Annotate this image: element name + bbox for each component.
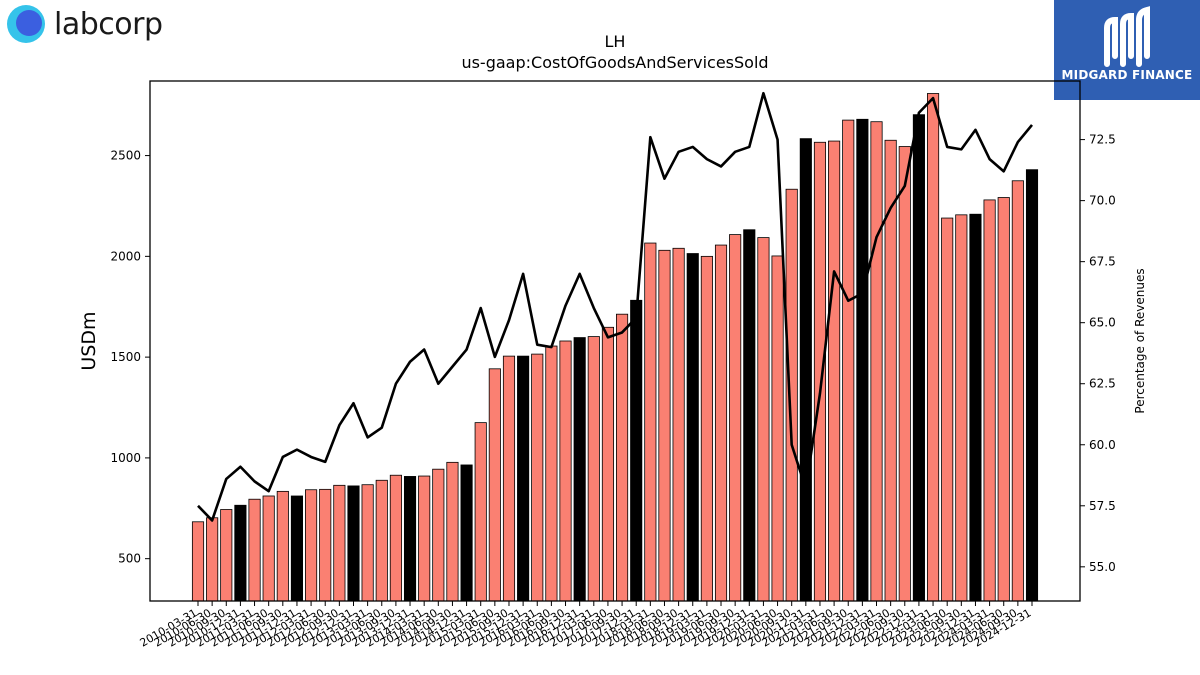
bar-2015-12-31: [517, 355, 530, 602]
bar-2012-12-31: [347, 485, 360, 602]
bar-2014-09-30: [446, 461, 459, 602]
bar-2014-03-31: [418, 475, 431, 602]
y2-tick-label: 72.5: [1089, 133, 1116, 147]
bar-2020-06-30: [771, 255, 784, 602]
bar-2023-09-30: [955, 214, 968, 602]
labcorp-logo-icon: [7, 5, 45, 43]
y-axis-left: 500 1000 1500 2000 2500: [110, 149, 150, 566]
bar-2023-06-30: [941, 217, 954, 602]
chart-subtitle: us-gaap:CostOfGoodsAndServicesSold: [461, 53, 769, 72]
bar-2018-09-30: [672, 247, 685, 602]
y-tick-label: 1000: [110, 451, 141, 465]
bar-2022-12-31: [912, 114, 925, 602]
bar-2020-12-31: [799, 138, 812, 602]
bar-2024-09-30: [1011, 180, 1024, 602]
bar-2013-06-30: [375, 479, 388, 602]
y-tick-label: 1500: [110, 350, 141, 364]
bar-2017-06-30: [601, 326, 614, 602]
bar-2011-06-30: [262, 495, 275, 602]
bar-2018-03-31: [644, 242, 657, 602]
bar-2018-06-30: [658, 249, 671, 602]
bar-2019-03-31: [700, 255, 713, 602]
bar-2013-03-31: [361, 484, 374, 602]
bar-2019-12-31: [743, 229, 756, 602]
line-series: [197, 91, 1034, 522]
bar-2012-09-30: [333, 484, 346, 602]
midgard-finance-logo-icon: [1104, 6, 1150, 67]
bar-2021-03-31: [813, 141, 827, 602]
bar-2020-09-30: [785, 188, 798, 602]
bar-2024-06-30: [997, 197, 1010, 602]
bar-2015-06-30: [488, 368, 501, 602]
bar-2010-06-30: [206, 517, 219, 602]
y2-tick-label: 55.0: [1089, 560, 1116, 574]
bar-2017-09-30: [616, 313, 629, 602]
bar-2016-12-31: [573, 337, 586, 602]
y-tick-label: 500: [118, 552, 141, 566]
x-axis: 2010-03-312010-06-302010-09-302010-12-31…: [138, 601, 1034, 650]
bar-2017-12-31: [630, 299, 643, 602]
chart-title: LH: [604, 32, 626, 51]
bar-2019-06-30: [714, 244, 728, 602]
y2-tick-label: 70.0: [1089, 194, 1116, 208]
bar-2014-12-31: [460, 464, 473, 602]
bar-2020-03-31: [757, 237, 770, 602]
bar-2024-12-31: [1025, 169, 1039, 602]
bar-2011-09-30: [276, 490, 289, 602]
y2-tick-label: 62.5: [1089, 377, 1116, 391]
y-tick-label: 2500: [110, 149, 141, 163]
bar-2012-06-30: [319, 488, 332, 602]
bar-2017-03-31: [587, 336, 600, 602]
bar-2018-12-31: [686, 253, 699, 602]
partner-name: MIDGARD FINANCE: [1061, 68, 1193, 82]
bar-2023-12-31: [969, 213, 982, 602]
bar-2010-12-31: [234, 504, 247, 602]
bar-2012-03-31: [305, 489, 318, 602]
y-axis-right: 55.0 57.5 60.0 62.5 65.0 67.5 70.0 72.5: [1080, 133, 1116, 574]
bar-2013-09-30: [389, 474, 402, 602]
bar-2021-09-30: [842, 119, 855, 602]
bar-2016-03-31: [531, 353, 544, 602]
bar-2024-03-31: [983, 199, 996, 602]
y2-tick-label: 57.5: [1089, 499, 1116, 513]
y2-tick-label: 60.0: [1089, 438, 1116, 452]
brand-name: labcorp: [54, 6, 163, 42]
y2-tick-label: 65.0: [1089, 316, 1116, 330]
bar-2022-09-30: [898, 146, 911, 602]
y2-tick-label: 67.5: [1089, 255, 1116, 269]
bar-2015-09-30: [502, 355, 516, 602]
bar-2019-09-30: [729, 234, 742, 602]
percentage-line: [197, 91, 1034, 522]
bar-2016-09-30: [559, 340, 572, 602]
bar-2010-09-30: [220, 509, 233, 602]
bar-series: [191, 93, 1039, 602]
y-axis-label: USDm: [78, 311, 100, 370]
bar-2015-03-31: [474, 422, 487, 602]
bar-2013-12-31: [403, 476, 417, 602]
bar-2016-06-30: [545, 345, 558, 602]
bar-2022-03-31: [870, 121, 883, 602]
labcorp-logo: labcorp: [6, 4, 163, 44]
bar-2011-03-31: [248, 498, 261, 602]
midgard-finance-logo: MIDGARD FINANCE: [1054, 0, 1200, 100]
bar-2011-12-31: [290, 495, 304, 602]
y2-axis-label: Percentage of Revenues: [1133, 268, 1147, 413]
bar-2023-03-31: [927, 93, 940, 602]
y-tick-label: 2000: [110, 249, 141, 263]
bar-2010-03-31: [191, 521, 205, 602]
bar-2021-12-31: [856, 118, 869, 602]
bar-2014-06-30: [432, 468, 445, 602]
plot-frame: [149, 80, 1081, 602]
bar-2021-06-30: [828, 140, 841, 602]
